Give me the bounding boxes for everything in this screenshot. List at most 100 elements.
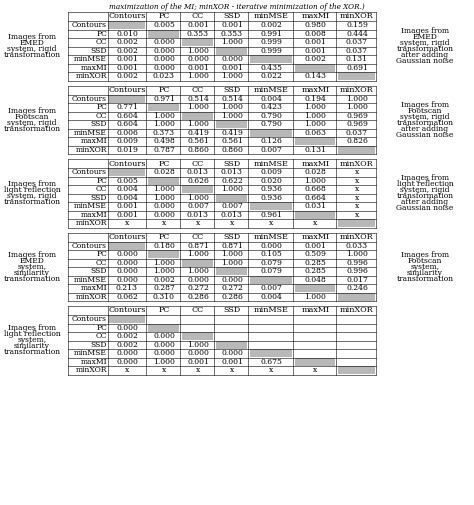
Text: Contours: Contours — [72, 21, 107, 29]
Text: 0.004: 0.004 — [116, 194, 138, 202]
Text: 0.048: 0.048 — [305, 276, 327, 284]
Text: transformation: transformation — [396, 192, 454, 200]
Text: x: x — [196, 219, 200, 227]
Text: maxMI: maxMI — [81, 137, 107, 145]
Text: Images from: Images from — [8, 250, 56, 259]
Text: Contours: Contours — [109, 233, 146, 241]
Text: 0.272: 0.272 — [187, 284, 209, 292]
Text: light reflection: light reflection — [4, 186, 60, 194]
Text: Images from: Images from — [8, 324, 56, 332]
Text: maximization of the MI; minXOR - iterative minimization of the XOR.): maximization of the MI; minXOR - iterati… — [109, 3, 365, 11]
Text: minXOR: minXOR — [75, 293, 107, 301]
Text: Contours: Contours — [72, 242, 107, 250]
Text: 0.969: 0.969 — [346, 112, 368, 120]
Text: after adding: after adding — [401, 52, 448, 59]
Text: 0.000: 0.000 — [187, 55, 209, 63]
Text: 1.000: 1.000 — [153, 358, 175, 366]
Text: x: x — [355, 194, 359, 202]
Text: 0.000: 0.000 — [187, 276, 209, 284]
Bar — [250, 129, 292, 137]
Text: Images from: Images from — [8, 33, 56, 41]
Text: minXOR: minXOR — [340, 233, 374, 241]
Bar — [148, 30, 180, 38]
Text: Gaussian noise: Gaussian noise — [396, 58, 454, 65]
Text: 1.000: 1.000 — [187, 47, 209, 55]
Text: 1.000: 1.000 — [153, 120, 175, 128]
Text: PC: PC — [158, 86, 170, 94]
Text: 1.000: 1.000 — [187, 194, 209, 202]
Bar — [148, 324, 180, 332]
Text: 0.004: 0.004 — [261, 293, 283, 301]
Text: CC: CC — [192, 307, 204, 315]
Text: 1.000: 1.000 — [187, 120, 209, 128]
Text: 0.000: 0.000 — [221, 349, 243, 357]
Text: PC: PC — [158, 307, 170, 315]
Text: Images from: Images from — [401, 250, 449, 259]
Text: 0.159: 0.159 — [346, 21, 368, 29]
Bar — [250, 203, 292, 210]
Text: maxMI: maxMI — [81, 284, 107, 292]
Text: 0.514: 0.514 — [187, 95, 209, 103]
Bar — [338, 219, 375, 227]
Text: PC: PC — [158, 233, 170, 241]
Text: 0.037: 0.037 — [346, 129, 368, 137]
Bar — [109, 21, 146, 29]
Text: 0.079: 0.079 — [261, 259, 283, 267]
Text: 0.622: 0.622 — [221, 177, 243, 185]
Text: 0.001: 0.001 — [305, 242, 327, 250]
Text: 1.000: 1.000 — [153, 194, 175, 202]
Text: 0.996: 0.996 — [346, 267, 368, 275]
Text: 0.980: 0.980 — [305, 21, 327, 29]
Text: 0.000: 0.000 — [153, 341, 175, 349]
Text: 0.001: 0.001 — [305, 38, 327, 46]
Text: 0.353: 0.353 — [187, 30, 209, 38]
Text: SSD: SSD — [223, 13, 241, 21]
Text: 0.000: 0.000 — [261, 242, 283, 250]
Text: 0.936: 0.936 — [261, 194, 283, 202]
Bar — [148, 104, 180, 111]
Text: minMSE: minMSE — [74, 276, 107, 284]
Text: 0.033: 0.033 — [346, 242, 368, 250]
Text: x: x — [230, 219, 234, 227]
Text: minXOR: minXOR — [340, 13, 374, 21]
Text: 1.000: 1.000 — [221, 185, 243, 193]
Text: 0.019: 0.019 — [116, 146, 138, 154]
Text: 0.675: 0.675 — [261, 358, 283, 366]
Bar — [217, 267, 247, 275]
Bar — [338, 146, 375, 154]
Text: 0.001: 0.001 — [221, 21, 243, 29]
Bar — [109, 168, 146, 176]
Text: 1.000: 1.000 — [346, 103, 368, 111]
Text: 0.509: 0.509 — [305, 250, 327, 258]
Text: 1.000: 1.000 — [187, 103, 209, 111]
Text: transformation: transformation — [3, 125, 61, 133]
Text: transformation: transformation — [3, 275, 61, 283]
Text: CC: CC — [192, 13, 204, 21]
Bar — [148, 250, 180, 258]
Text: 0.013: 0.013 — [221, 168, 243, 176]
Text: transformation: transformation — [396, 275, 454, 283]
Text: 0.514: 0.514 — [221, 95, 243, 103]
Text: 0.008: 0.008 — [305, 30, 327, 38]
Bar — [182, 259, 213, 267]
Text: 0.871: 0.871 — [221, 242, 243, 250]
Text: 0.062: 0.062 — [116, 293, 138, 301]
Text: Contours: Contours — [72, 168, 107, 176]
Text: system,: system, — [18, 336, 46, 344]
Text: x: x — [230, 366, 234, 374]
Text: 0.310: 0.310 — [153, 293, 175, 301]
Text: 0.007: 0.007 — [187, 202, 209, 210]
Text: maxMI: maxMI — [81, 211, 107, 219]
Text: CC: CC — [192, 233, 204, 241]
Text: similarity: similarity — [14, 342, 50, 350]
Text: 0.001: 0.001 — [116, 202, 138, 210]
Text: 0.787: 0.787 — [153, 146, 175, 154]
Text: similarity: similarity — [407, 269, 443, 277]
Text: 0.013: 0.013 — [221, 211, 243, 219]
Text: 0.020: 0.020 — [261, 177, 283, 185]
Text: 1.000: 1.000 — [153, 267, 175, 275]
Text: 0.001: 0.001 — [305, 47, 327, 55]
Text: 0.961: 0.961 — [261, 211, 283, 219]
Text: 0.790: 0.790 — [261, 112, 283, 120]
Bar — [295, 64, 336, 72]
